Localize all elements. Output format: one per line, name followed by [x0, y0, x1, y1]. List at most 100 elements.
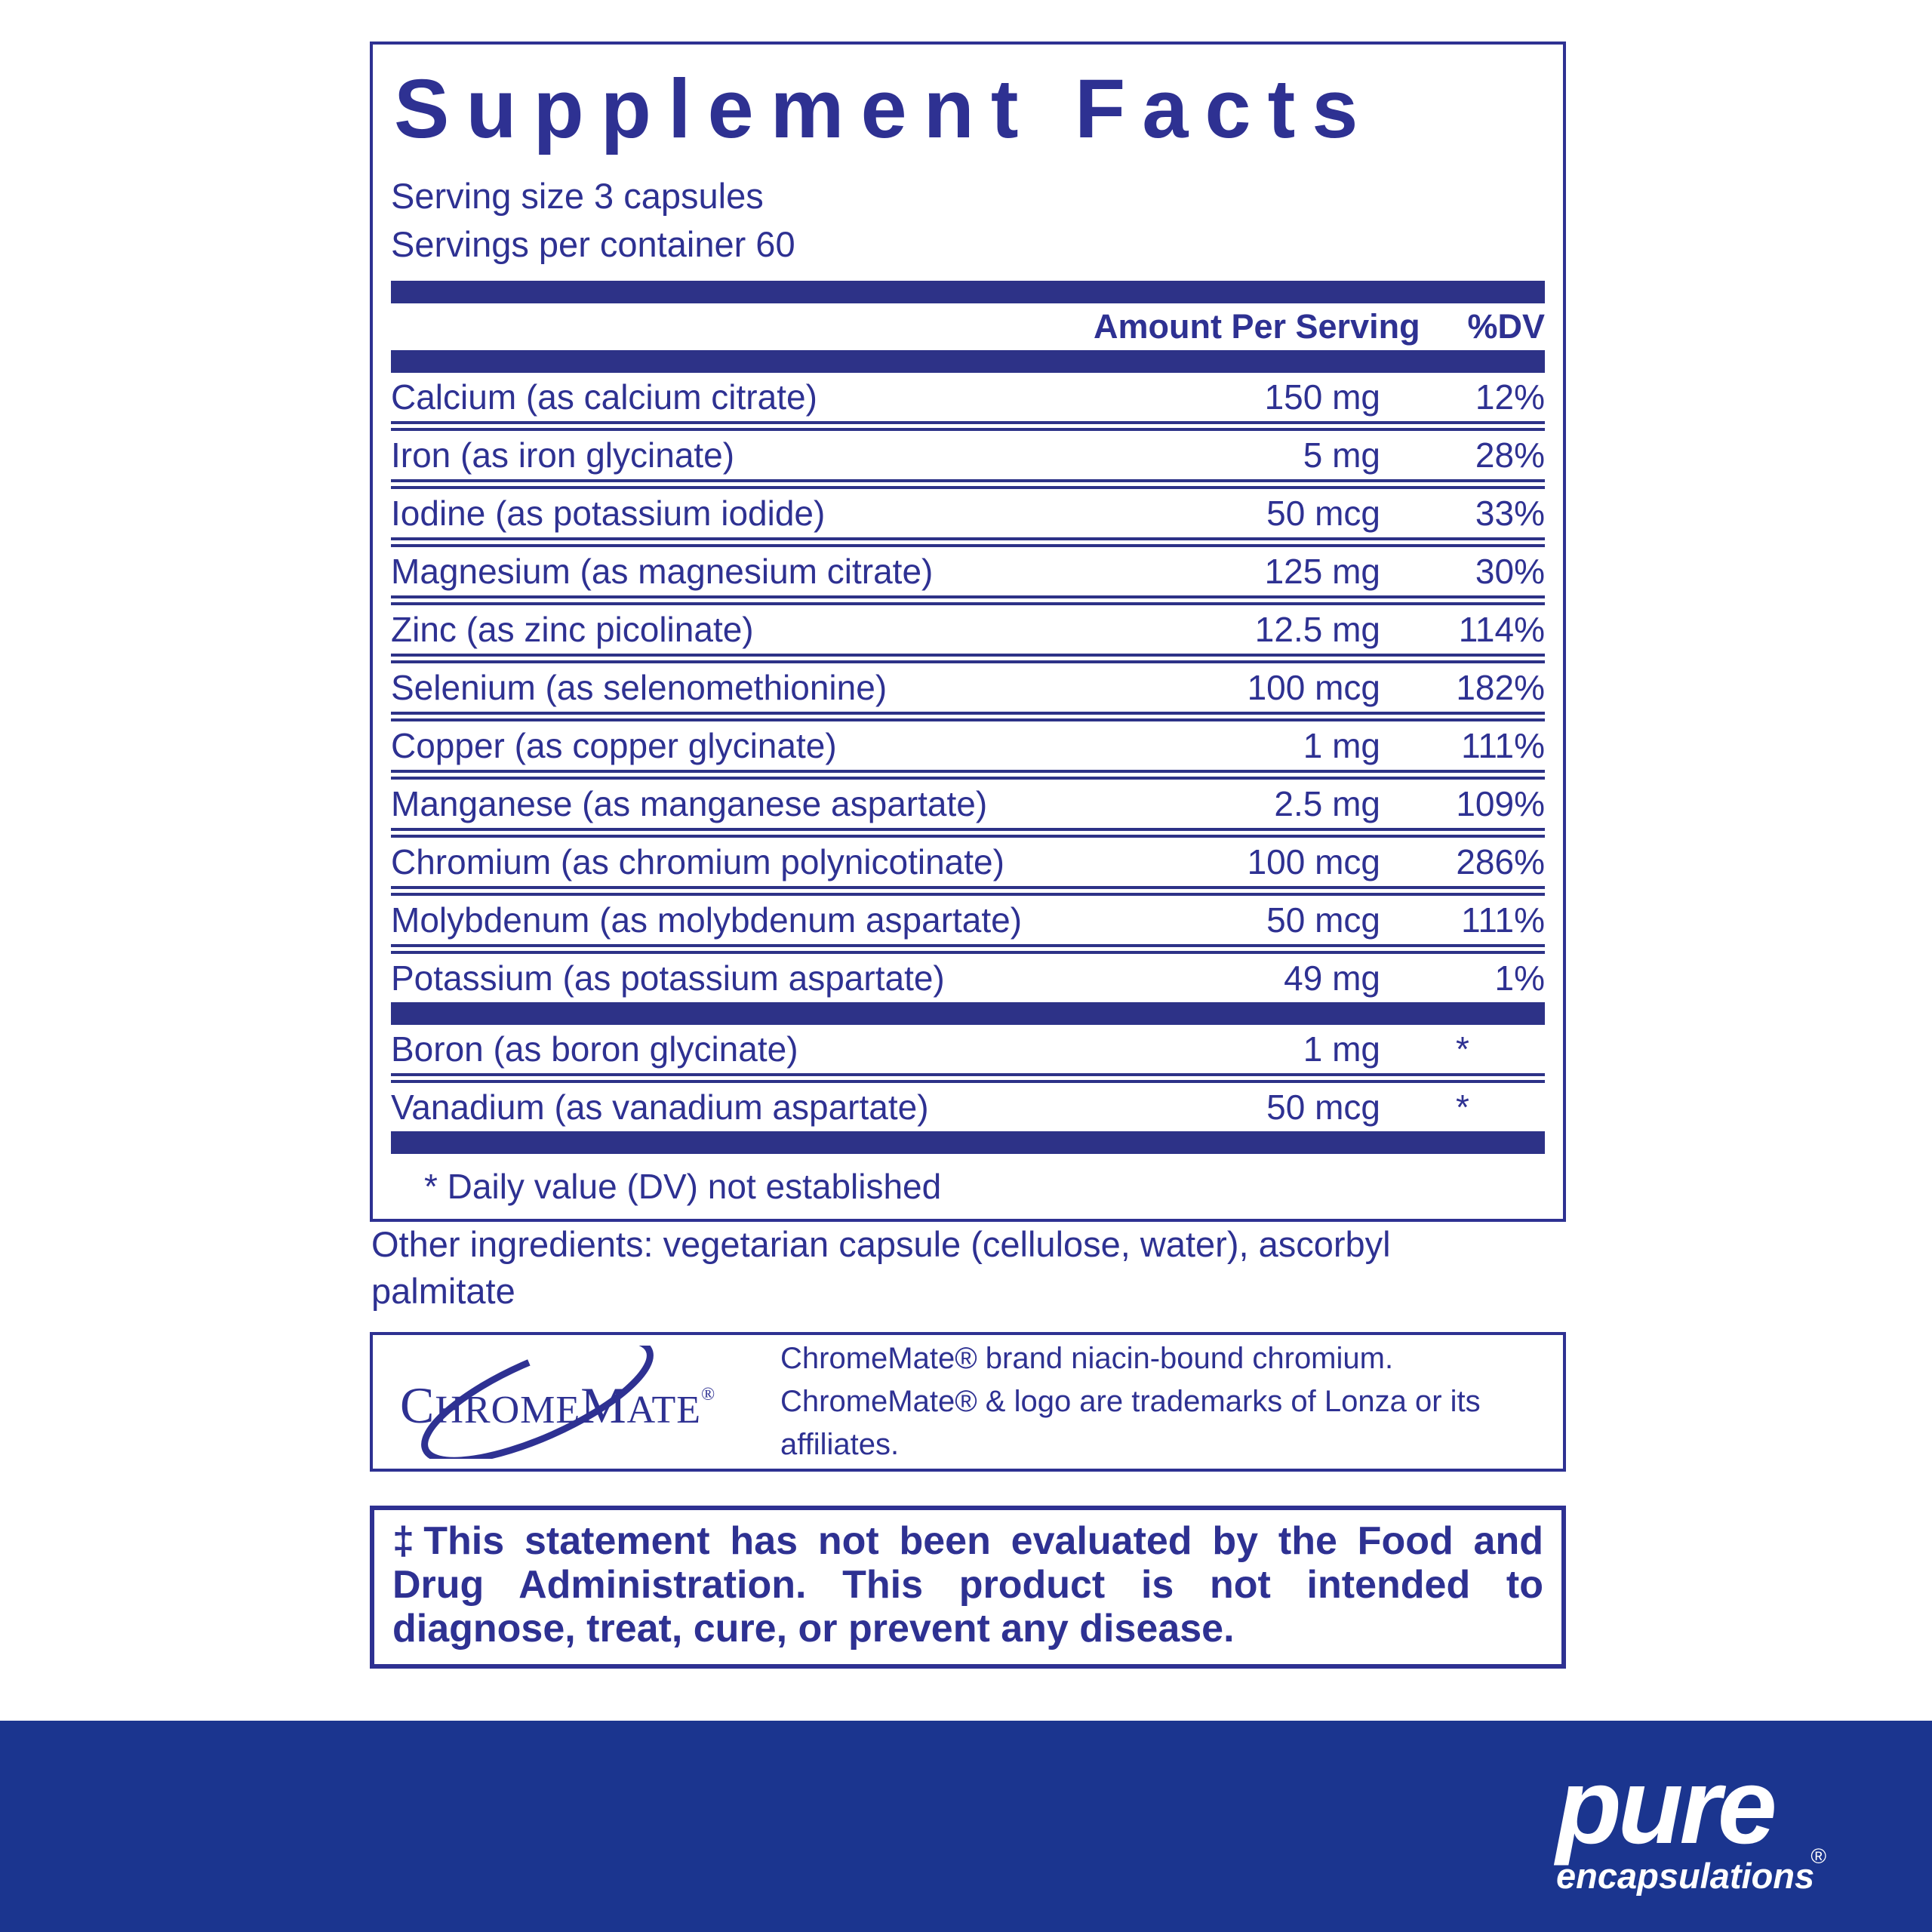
- chromemate-letter: O: [491, 1388, 521, 1432]
- nutrient-name: Chromium (as chromium polynicotinate): [391, 842, 1004, 881]
- nutrient-amount: 50 mcg: [1266, 494, 1380, 533]
- nutrient-name: Iron (as iron glycinate): [391, 435, 735, 475]
- row-separator: [391, 944, 1545, 954]
- row-separator: [391, 595, 1545, 605]
- divider-bar-bottom: [391, 1131, 1545, 1154]
- servings-per-container: Servings per container 60: [391, 224, 795, 264]
- nutrient-amount: 50 mcg: [1266, 900, 1380, 940]
- row-separator: [391, 537, 1545, 547]
- chromemate-letter: R: [463, 1388, 491, 1432]
- brand-name-encapsulations: encapsulations: [1556, 1856, 1815, 1896]
- fda-disclaimer-box: ‡This statement has not been evaluated b…: [370, 1506, 1566, 1669]
- other-ingredients: Other ingredients: vegetarian capsule (c…: [371, 1224, 1391, 1311]
- brand-logo: pure encapsulations ®: [1556, 1746, 1826, 1911]
- nutrient-row: Magnesium (as magnesium citrate) 125 mg 30…: [391, 547, 1545, 595]
- nutrient-dv: *: [1456, 1029, 1469, 1069]
- divider-bar-mid: [391, 1002, 1545, 1025]
- footer-band: [0, 1721, 1932, 1932]
- nutrient-dv: 111%: [1461, 726, 1545, 765]
- nutrient-name: Zinc (as zinc picolinate): [391, 610, 754, 649]
- nutrient-dv: 1%: [1494, 958, 1545, 998]
- nutrient-amount: 2.5 mg: [1274, 784, 1380, 823]
- chromemate-swoosh-icon: [421, 1345, 654, 1459]
- nutrient-row: Iron (as iron glycinate) 5 mg 28%: [391, 431, 1545, 479]
- brand-name-pure: pure: [1556, 1746, 1777, 1866]
- chromemate-box: CHROMEMATE® ChromeMate® brand niacin-bou…: [370, 1332, 1566, 1472]
- registered-mark-icon: ®: [1810, 1844, 1826, 1868]
- nutrient-name: Molybdenum (as molybdenum aspartate): [391, 900, 1023, 940]
- nutrient-name: Selenium (as selenomethionine): [391, 668, 888, 707]
- chromemate-note: ChromeMate® brand niacin-bound chromium.…: [780, 1342, 1481, 1461]
- nutrient-amount: 150 mg: [1264, 377, 1380, 417]
- row-separator: [391, 828, 1545, 838]
- nutrient-rows-no-dv: Boron (as boron glycinate) 1 mg * Vanadium …: [391, 1025, 1545, 1131]
- nutrient-name: Copper (as copper glycinate): [391, 726, 837, 765]
- nutrient-dv: 28%: [1475, 435, 1545, 475]
- dv-footnote: * Daily value (DV) not established: [424, 1167, 942, 1206]
- nutrient-row: Calcium (as calcium citrate) 150 mg 12%: [391, 373, 1545, 421]
- nutrient-row: Chromium (as chromium polynicotinate) 100…: [391, 838, 1545, 886]
- chromemate-letter: C: [400, 1376, 435, 1434]
- nutrient-dv: *: [1456, 1088, 1469, 1127]
- row-separator: [391, 1073, 1545, 1083]
- supplement-facts-panel: Supplement Facts Serving size 3 capsules…: [370, 42, 1566, 1222]
- nutrient-name: Manganese (as manganese aspartate): [391, 784, 988, 823]
- nutrient-amount: 50 mcg: [1266, 1088, 1380, 1127]
- chromemate-letter: H: [435, 1388, 464, 1432]
- chromemate-letter: T: [651, 1388, 677, 1432]
- nutrient-dv: 114%: [1458, 610, 1545, 649]
- header-amount-per-serving: Amount Per Serving: [1094, 307, 1420, 346]
- nutrient-dv: 33%: [1475, 494, 1545, 533]
- row-separator: [391, 421, 1545, 431]
- nutrient-row: Iodine (as potassium iodide) 50 mcg 33%: [391, 489, 1545, 537]
- panel-title: Supplement Facts: [394, 63, 1375, 155]
- row-separator: [391, 654, 1545, 663]
- nutrient-row: Vanadium (as vanadium aspartate) 50 mcg *: [391, 1083, 1545, 1131]
- row-separator: [391, 886, 1545, 896]
- nutrient-rows: Calcium (as calcium citrate) 150 mg 12% Iro…: [391, 373, 1545, 1002]
- nutrient-name: Iodine (as potassium iodide): [391, 494, 826, 533]
- nutrient-amount: 100 mcg: [1247, 842, 1380, 881]
- nutrient-dv: 182%: [1456, 668, 1545, 707]
- nutrient-name: Calcium (as calcium citrate): [391, 377, 817, 417]
- nutrient-amount: 49 mg: [1284, 958, 1380, 998]
- chromemate-letter: A: [626, 1388, 652, 1432]
- nutrient-row: Molybdenum (as molybdenum aspartate) 50 m…: [391, 896, 1545, 944]
- nutrient-name: Vanadium (as vanadium aspartate): [391, 1088, 929, 1127]
- nutrient-dv: 12%: [1475, 377, 1545, 417]
- chromemate-letter: M: [580, 1376, 627, 1434]
- row-separator: [391, 770, 1545, 780]
- nutrient-dv: 30%: [1475, 552, 1545, 591]
- header-percent-dv: %DV: [1467, 307, 1545, 346]
- divider-bar-under-header: [391, 350, 1545, 373]
- nutrient-amount: 100 mcg: [1247, 668, 1380, 707]
- row-separator: [391, 479, 1545, 489]
- row-separator: [391, 712, 1545, 721]
- serving-size: Serving size 3 capsules: [391, 176, 764, 216]
- chromemate-logo-text: CHROMEMATE®: [400, 1376, 715, 1435]
- nutrient-row: Boron (as boron glycinate) 1 mg *: [391, 1025, 1545, 1073]
- chromemate-letter: E: [676, 1388, 701, 1432]
- nutrient-amount: 5 mg: [1303, 435, 1380, 475]
- nutrient-amount: 1 mg: [1303, 1029, 1380, 1069]
- nutrient-amount: 12.5 mg: [1254, 610, 1380, 649]
- nutrient-name: Boron (as boron glycinate): [391, 1029, 798, 1069]
- chromemate-registered-mark-icon: ®: [700, 1384, 716, 1404]
- nutrient-row: Selenium (as selenomethionine) 100 mcg 182…: [391, 663, 1545, 712]
- nutrient-row: Manganese (as manganese aspartate) 2.5 mg…: [391, 780, 1545, 828]
- table-header-row: Amount Per Serving %DV: [391, 303, 1545, 350]
- chromemate-letter: M: [520, 1388, 556, 1432]
- divider-bar-top: [391, 281, 1545, 303]
- nutrient-row: Copper (as copper glycinate) 1 mg 111%: [391, 721, 1545, 770]
- chromemate-letter: E: [555, 1388, 581, 1432]
- nutrient-name: Magnesium (as magnesium citrate): [391, 552, 934, 591]
- chromemate-logo: CHROMEMATE®: [394, 1345, 749, 1459]
- nutrient-name: Potassium (as potassium aspartate): [391, 958, 945, 998]
- nutrient-row: Potassium (as potassium aspartate) 49 mg 1…: [391, 954, 1545, 1002]
- nutrient-amount: 125 mg: [1264, 552, 1380, 591]
- nutrient-dv: 109%: [1456, 784, 1545, 823]
- nutrient-dv: 111%: [1461, 900, 1545, 940]
- nutrient-dv: 286%: [1456, 842, 1545, 881]
- nutrient-row: Zinc (as zinc picolinate) 12.5 mg 114%: [391, 605, 1545, 654]
